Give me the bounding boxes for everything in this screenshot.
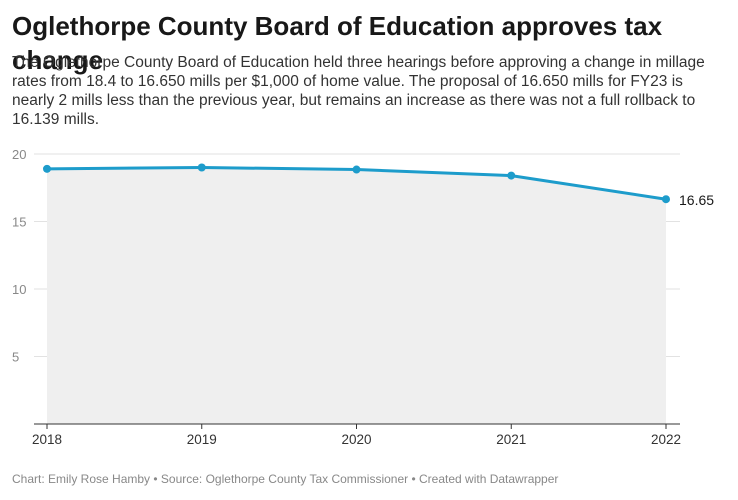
x-tick-label: 2020 [341, 432, 371, 447]
line-area-chart: 5 10 15 20 2018 2019 2020 2021 2022 16.65 [12, 147, 714, 447]
data-point [507, 171, 516, 180]
data-point [662, 195, 670, 204]
x-tick-label: 2021 [496, 432, 526, 447]
chart-title: Oglethorpe County Board of Education app… [12, 11, 663, 75]
y-tick-label: 5 [12, 350, 19, 365]
data-label: 16.65 [679, 192, 714, 208]
chart-footer-credit: Chart: Emily Rose Hamby • Source: Ogleth… [12, 472, 559, 486]
x-tick-label: 2018 [32, 432, 62, 447]
data-point [352, 165, 361, 174]
y-tick-label: 20 [12, 147, 26, 162]
x-tick-label: 2022 [651, 432, 681, 447]
x-tick-label: 2019 [187, 432, 217, 447]
data-points: 16.65 [43, 163, 714, 208]
y-tick-label: 15 [12, 215, 26, 230]
area-fill [47, 167, 666, 424]
data-point [43, 164, 51, 173]
axis-ticks: 5 10 15 20 2018 2019 2020 2021 2022 [12, 147, 681, 447]
y-tick-label: 10 [12, 282, 26, 297]
chart-description: The Oglethorpe County Board of Education… [12, 54, 705, 128]
data-point [197, 163, 206, 172]
